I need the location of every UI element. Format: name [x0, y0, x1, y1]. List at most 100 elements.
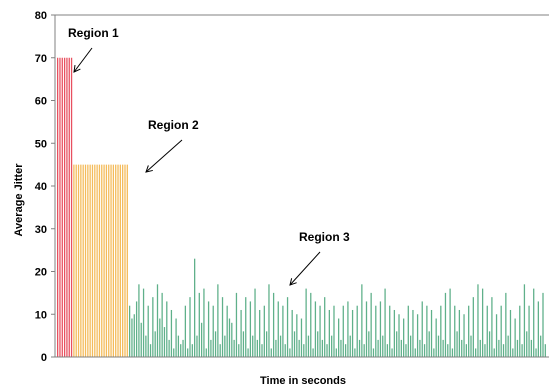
bar-region-3: [219, 344, 221, 357]
bar-region-3: [275, 339, 277, 357]
bar-region-1: [63, 57, 66, 357]
region-2-arrowhead: [145, 165, 153, 173]
bar-region-3: [321, 339, 324, 357]
bar-region-3: [477, 284, 479, 357]
bar-region-3: [207, 301, 210, 357]
bar-region-3: [375, 305, 377, 357]
annotations-layer: Region 1 Region 2 Region 3: [68, 26, 350, 286]
bar-region-3: [293, 331, 296, 357]
y-tick-label: 50: [35, 138, 47, 150]
bar-region-3: [196, 335, 198, 358]
bar-region-3: [154, 331, 156, 357]
y-ticks-layer: 0 10 20 30 40 50 60 70 80: [35, 10, 55, 364]
bar-region-2: [122, 164, 124, 358]
bar-region-3: [259, 309, 261, 357]
bar-region-3: [303, 344, 305, 357]
bar-region-3: [203, 288, 205, 357]
bar-region-3: [544, 344, 546, 357]
y-tick-label: 0: [41, 352, 47, 364]
bar-region-3: [191, 344, 193, 357]
bar-region-3: [310, 292, 312, 358]
bar-region-3: [491, 297, 493, 357]
bar-region-1: [61, 57, 63, 357]
bar-region-3: [170, 309, 173, 357]
bar-region-3: [493, 348, 495, 357]
bars-layer: [57, 57, 546, 358]
bar-region-3: [138, 284, 140, 357]
bar-region-2: [119, 164, 121, 358]
bar-region-3: [440, 305, 442, 357]
bar-region-3: [338, 318, 340, 357]
bar-region-2: [105, 164, 108, 358]
bar-region-3: [416, 314, 419, 357]
bar-region-3: [356, 305, 358, 357]
bar-region-3: [361, 284, 363, 357]
bar-region-3: [444, 292, 447, 358]
bar-region-3: [272, 292, 275, 358]
bar-region-3: [516, 339, 519, 357]
bar-region-3: [384, 288, 386, 357]
bar-region-3: [509, 309, 512, 357]
bar-region-3: [535, 348, 537, 357]
bar-region-3: [152, 297, 154, 357]
bar-region-3: [231, 322, 233, 357]
bar-region-3: [426, 305, 428, 357]
bar-region-3: [435, 318, 437, 357]
bar-region-3: [526, 331, 528, 357]
bar-region-3: [180, 344, 182, 357]
bar-region-3: [468, 305, 470, 357]
bar-region-3: [389, 305, 391, 357]
bar-region-2: [126, 164, 128, 358]
region-2-arrow: [145, 139, 183, 173]
bar-region-3: [382, 335, 384, 358]
bar-region-3: [500, 305, 502, 357]
bar-region-3: [279, 335, 282, 358]
bar-region-3: [261, 344, 263, 357]
bar-region-3: [133, 314, 135, 357]
region-1-arrow: [73, 47, 93, 73]
region-2-label: Region 2: [148, 118, 199, 132]
bar-region-3: [486, 305, 488, 357]
bar-region-2: [110, 164, 112, 358]
bar-region-3: [507, 335, 509, 358]
bar-region-3: [514, 318, 516, 357]
bar-region-3: [530, 339, 533, 357]
bar-region-3: [156, 284, 159, 357]
bar-region-3: [335, 348, 337, 357]
y-tick-label: 40: [35, 181, 47, 193]
bar-region-3: [235, 292, 238, 358]
y-axis-title: Average Jitter: [13, 163, 25, 237]
bar-region-1: [57, 57, 59, 357]
region-3-arrowhead: [289, 278, 297, 286]
bar-region-3: [324, 297, 326, 357]
bar-region-2: [101, 164, 103, 358]
bar-region-3: [128, 305, 131, 357]
bar-region-3: [296, 314, 298, 357]
bar-region-3: [328, 309, 330, 357]
bar-region-3: [159, 318, 161, 357]
bar-region-2: [87, 164, 89, 358]
bar-region-3: [379, 301, 382, 357]
bar-region-3: [333, 305, 335, 357]
bar-region-3: [537, 301, 539, 357]
bar-region-3: [228, 318, 231, 357]
bar-region-3: [317, 331, 319, 357]
bar-region-3: [210, 339, 212, 357]
bar-region-3: [365, 301, 368, 357]
bar-region-3: [488, 331, 491, 357]
bar-region-2: [124, 164, 126, 358]
bar-region-3: [358, 339, 361, 357]
bar-region-3: [342, 305, 344, 357]
bar-region-3: [270, 348, 272, 357]
bar-region-3: [173, 348, 175, 357]
bar-region-3: [194, 258, 196, 357]
bar-region-3: [145, 335, 147, 358]
y-tick-label: 20: [35, 267, 47, 279]
bar-region-1: [70, 57, 73, 357]
bar-region-2: [80, 164, 82, 358]
bar-region-3: [254, 288, 256, 357]
bar-region-2: [82, 164, 84, 358]
bar-region-3: [472, 297, 474, 357]
bar-region-2: [117, 164, 119, 358]
bar-region-3: [475, 348, 477, 357]
